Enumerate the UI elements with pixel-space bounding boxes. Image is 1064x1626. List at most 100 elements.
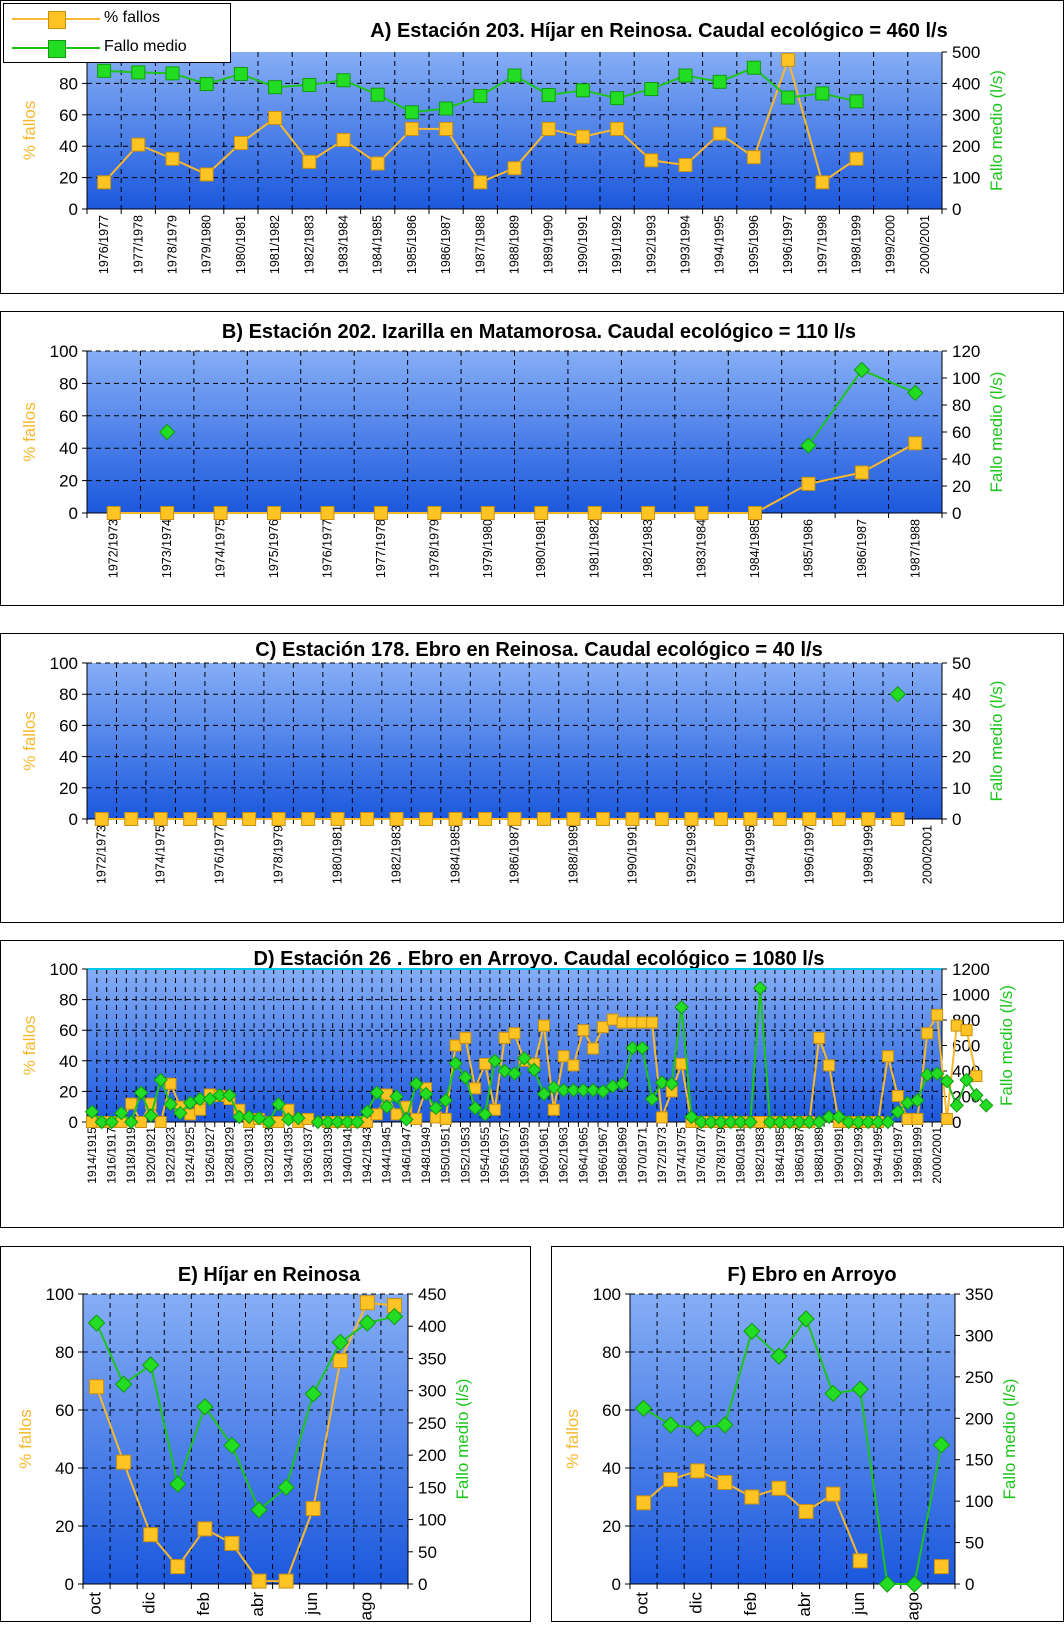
y2-tick-label: 100 [952, 169, 980, 188]
panel-d: D) Estación 26 . Ebro en Arroyo. Caudal … [0, 940, 1064, 1228]
point-pct [488, 1103, 501, 1116]
legend: % fallos Fallo medio [3, 3, 231, 63]
point-mean [889, 685, 906, 703]
y-tick-label: 80 [602, 1343, 621, 1362]
x-tick-label: 1918/1919 [124, 1127, 138, 1184]
series-mean-segment [231, 1445, 260, 1511]
point-pct [370, 1108, 383, 1121]
y-tick-label: 40 [59, 439, 78, 458]
point-pct [566, 812, 581, 826]
point-pct [822, 1059, 835, 1072]
point-mean [330, 1114, 345, 1130]
point-mean [196, 1398, 214, 1416]
point-mean [541, 88, 556, 103]
y2-tick-label: 400 [418, 1317, 446, 1336]
y-tick-label: 0 [612, 1575, 621, 1594]
point-pct [278, 1573, 294, 1589]
point-pct [213, 506, 228, 520]
point-pct [970, 1070, 983, 1083]
point-pct [772, 812, 787, 826]
point-pct [587, 1042, 600, 1055]
chart-title: D) Estación 26 . Ebro en Arroyo. Caudal … [253, 948, 824, 970]
series-pct-segment [754, 482, 809, 514]
point-mean [615, 1076, 630, 1091]
x-tick-label: oct [633, 1592, 652, 1615]
point-pct [242, 812, 257, 826]
x-tick-label: 1952/1953 [458, 1127, 472, 1184]
point-mean [268, 80, 283, 95]
point-mean [610, 91, 625, 106]
x-tick-label: 1976/1977 [97, 215, 111, 274]
y2-tick-label: 100 [418, 1511, 446, 1530]
x-tick-label: 1974/1975 [675, 1127, 689, 1184]
point-pct [931, 1008, 944, 1021]
series-pct-segment [464, 1037, 477, 1089]
point-mean [905, 1575, 924, 1593]
point-pct [370, 156, 385, 171]
point-pct [587, 506, 602, 520]
point-mean [716, 1416, 734, 1434]
y2-tick-label: 1200 [952, 960, 990, 979]
series-mean-segment [176, 1406, 206, 1485]
series-pct-segment [861, 442, 916, 474]
chart-c: C) Estación 178. Ebro en Reinosa. Caudal… [20, 639, 1006, 884]
x-tick-label: 1948/1949 [419, 1127, 433, 1184]
x-tick-label: jun [302, 1592, 321, 1616]
x-tick-label: 1938/1939 [321, 1127, 335, 1184]
point-mean [409, 1076, 424, 1091]
panel-e: E) Híjar en Reinosa 0 20 40 60 80 100 0 50 100 150… [0, 1246, 531, 1622]
x-tick-label: feb [741, 1592, 760, 1616]
y-tick-label: 60 [59, 1021, 78, 1040]
y2-tick-label: 0 [965, 1575, 974, 1594]
point-mean [438, 1093, 453, 1108]
series-mean-segment [778, 1318, 807, 1357]
point-mean [689, 1419, 707, 1437]
point-mean [870, 1114, 886, 1130]
y2-tick-label: 150 [418, 1478, 446, 1497]
x-tick-label: 1999/2000 [884, 215, 898, 274]
y-tick-label: 0 [69, 200, 78, 219]
point-pct [251, 1573, 267, 1589]
x-tick-label: 1986/1987 [439, 215, 453, 274]
x-tick-label: 1986/1987 [508, 825, 522, 884]
point-pct [427, 506, 442, 520]
y-axis-title: % fallos [563, 1409, 582, 1469]
point-mean [114, 1105, 129, 1121]
point-pct [473, 175, 488, 190]
point-pct [891, 1089, 904, 1102]
point-pct [479, 1057, 492, 1070]
point-mean [979, 1098, 994, 1113]
chart-d: D) Estación 26 . Ebro en Arroyo. Caudal … [20, 948, 1016, 1184]
point-pct [960, 1024, 973, 1037]
y-tick-label: 40 [59, 748, 78, 767]
point-pct [359, 1295, 375, 1311]
point-mean [811, 1114, 827, 1130]
series-pct-segment [285, 1508, 315, 1582]
y-axis-title: % fallos [20, 711, 39, 771]
chart-a: A) Estación 203. Híjar en Reinosa. Cauda… [20, 20, 1006, 274]
chart-title: A) Estación 203. Híjar en Reinosa. Cauda… [370, 20, 947, 42]
x-tick-label: 1988/1989 [812, 1127, 826, 1184]
point-pct [459, 1031, 472, 1044]
point-mean [358, 1314, 377, 1332]
y-axis-title: % fallos [20, 101, 39, 161]
x-tick-label: 1930/1931 [242, 1127, 256, 1184]
point-pct [577, 1024, 590, 1037]
x-tick-label: 1964/1965 [576, 1127, 590, 1184]
y-tick-label: 60 [55, 1401, 74, 1420]
x-tick-label: 1950/1951 [439, 1127, 453, 1184]
point-mean [223, 1436, 241, 1455]
point-mean [232, 1109, 247, 1125]
x-tick-label: ago [903, 1592, 922, 1620]
point-mean [142, 1356, 160, 1374]
x-tick-label: 1984/1985 [449, 825, 463, 884]
x-tick-label: 1972/1973 [107, 519, 121, 578]
x-tick-label: feb [194, 1592, 213, 1616]
point-mean [131, 65, 146, 80]
point-mean [644, 82, 659, 97]
x-tick-label: 1976/1977 [694, 1127, 708, 1184]
x-tick-label: 1980/1981 [534, 519, 548, 578]
point-mean [418, 1086, 434, 1102]
series-pct-segment [542, 1025, 555, 1110]
x-tick-label: 1994/1995 [713, 215, 727, 274]
